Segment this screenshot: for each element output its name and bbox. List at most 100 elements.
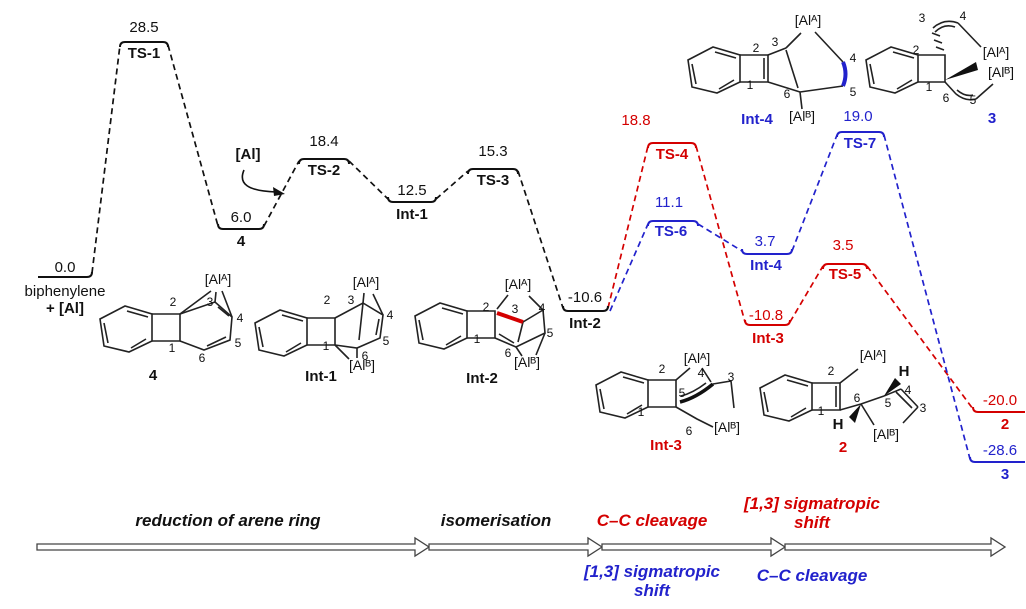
atom-number-1: 1	[746, 78, 754, 92]
structure-caption-2: 2	[838, 439, 848, 456]
structure-4-skeleton	[99, 290, 233, 353]
atom-number-5: 5	[849, 85, 857, 99]
step-label-reduction: reduction of arene ring	[135, 511, 321, 530]
step-label-sigmatropic-blue: [1,3] sigmatropic shift	[583, 562, 721, 601]
species-label-int4: Int-4	[750, 257, 782, 274]
energy-value-int2: -10.6	[567, 289, 603, 306]
structure-int4-skeleton	[687, 31, 844, 110]
energy-value-int1: 12.5	[397, 182, 427, 199]
species-label-int1: Int-1	[396, 206, 428, 223]
atom-number-3: 3	[347, 293, 355, 307]
structure-int1-skeleton	[254, 292, 384, 360]
energy-value-ts4: 18.8	[621, 112, 651, 129]
stereo-wedge-bonds	[849, 62, 978, 423]
atom-number-6: 6	[198, 351, 206, 365]
atom-number-3: 3	[771, 35, 779, 49]
al-reagent-label: [Al]	[235, 146, 261, 163]
species-label-ts1: TS-1	[127, 45, 161, 62]
energy-value-3: -28.6	[982, 442, 1018, 459]
energy-curve-blue	[609, 134, 971, 460]
structure-int3-skeleton	[595, 367, 735, 428]
species-label-3: 3	[1000, 466, 1010, 483]
axis-arrow-step4	[784, 536, 1007, 558]
atom-number-4: 4	[386, 308, 394, 322]
species-label-ts5: TS-5	[828, 266, 862, 283]
axis-arrow-step2	[428, 536, 604, 558]
atom-number-4: 4	[236, 311, 244, 325]
axis-arrow-step3	[601, 536, 787, 558]
atom-number-2: 2	[912, 43, 920, 57]
atom-number-2: 2	[323, 293, 331, 307]
axis-arrow-step1	[36, 536, 431, 558]
h-atom-label: H	[832, 416, 844, 433]
structure-caption-int4: Int-4	[741, 111, 773, 128]
h-atom-label: H	[898, 363, 910, 380]
atom-number-2: 2	[169, 295, 177, 309]
species-label-ts7: TS-7	[843, 135, 877, 152]
structure-caption-int2: Int-2	[466, 370, 498, 387]
al-b-label-int2: [Alᴮ]	[513, 354, 541, 370]
atom-number-4: 4	[538, 301, 546, 315]
al-b-label-3: [Alᴮ]	[987, 64, 1015, 80]
al-a-label-3: [Alᴬ]	[982, 44, 1010, 60]
species-label-4: 4	[236, 233, 246, 250]
energy-curve-black	[91, 44, 564, 309]
atom-number-4: 4	[904, 383, 912, 397]
structure-3-skeleton	[865, 20, 994, 101]
atom-number-1: 1	[925, 80, 933, 94]
energy-value-int3: -10.8	[748, 307, 784, 324]
species-label-2: 2	[1000, 416, 1010, 433]
energy-level-bars-black	[38, 41, 609, 312]
atom-number-4: 4	[959, 9, 967, 23]
atom-number-6: 6	[942, 91, 950, 105]
reaction-axis-arrows	[36, 536, 1007, 558]
energy-value-ts5: 3.5	[832, 237, 854, 254]
atom-number-6: 6	[504, 346, 512, 360]
energy-value-ts1: 28.5	[129, 19, 159, 36]
step-label-cc-cleavage-red: C–C cleavage	[596, 511, 708, 530]
broken-cc-bond-red	[496, 311, 524, 324]
energy-level-bars-red	[647, 142, 1025, 413]
species-label-int3: Int-3	[752, 330, 784, 347]
atom-number-1: 1	[817, 404, 825, 418]
step-label-sigmatropic-red: [1,3] sigmatropic shift	[743, 494, 881, 533]
al-a-label-int2: [Alᴬ]	[504, 276, 532, 292]
atom-number-2: 2	[482, 300, 490, 314]
atom-number-3: 3	[727, 370, 735, 384]
atom-number-6: 6	[361, 349, 369, 363]
energy-value-ts6: 11.1	[654, 194, 684, 211]
atom-number-6: 6	[783, 87, 791, 101]
atom-number-2: 2	[658, 362, 666, 376]
structure-caption-3: 3	[987, 110, 997, 127]
energy-level-bars-blue	[647, 131, 1025, 463]
al-a-label-int1: [Alᴬ]	[352, 274, 380, 290]
atom-number-6: 6	[853, 391, 861, 405]
species-label-ts2: TS-2	[307, 162, 341, 179]
energy-value-2: -20.0	[982, 392, 1018, 409]
atom-number-2: 2	[752, 41, 760, 55]
al-b-label-2: [Alᴮ]	[872, 426, 900, 442]
atom-number-4: 4	[697, 366, 705, 380]
atom-number-5: 5	[382, 334, 390, 348]
al-a-label-4: [Alᴬ]	[204, 271, 232, 287]
atom-number-1: 1	[637, 405, 645, 419]
species-label-ts4: TS-4	[655, 146, 689, 163]
atom-number-1: 1	[473, 332, 481, 346]
energy-curve-red	[607, 145, 974, 410]
atom-number-2: 2	[827, 364, 835, 378]
atom-number-3: 3	[511, 302, 519, 316]
structure-2-skeleton	[759, 368, 919, 426]
energy-value-ts2: 18.4	[309, 133, 339, 150]
step-label-cc-cleavage-blue: C–C cleavage	[756, 566, 868, 585]
energy-value-ts7: 19.0	[843, 108, 873, 125]
energy-value-4: 6.0	[230, 209, 252, 226]
atom-number-3: 3	[206, 295, 214, 309]
species-label-start-line2: + [Al]	[46, 300, 84, 317]
structure-int2-skeleton	[414, 294, 546, 357]
atom-number-1: 1	[322, 339, 330, 353]
structure-caption-int1: Int-1	[305, 368, 337, 385]
atom-number-3: 3	[919, 401, 927, 415]
atom-number-3: 3	[918, 11, 926, 25]
al-b-label-int1: [Alᴮ]	[348, 357, 376, 373]
